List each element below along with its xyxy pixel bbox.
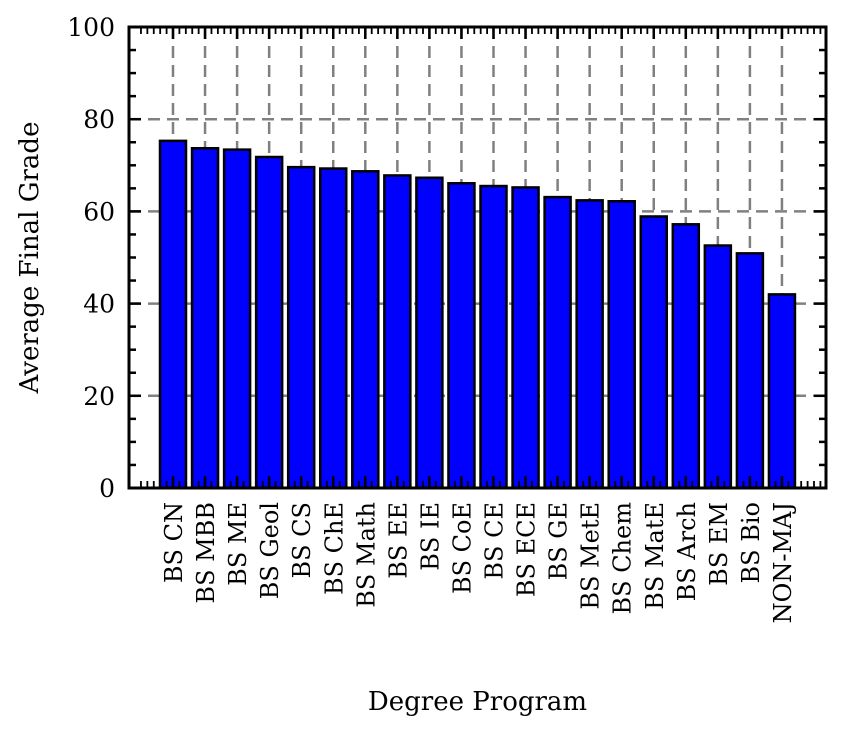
bar bbox=[254, 155, 284, 490]
x-tick-label: BS MBB bbox=[192, 502, 220, 604]
bar bbox=[447, 182, 476, 490]
bar bbox=[158, 139, 188, 490]
bar bbox=[511, 186, 540, 490]
bar bbox=[607, 200, 636, 490]
x-tick-label: BS CN bbox=[160, 502, 188, 583]
x-tick-label: BS CS bbox=[288, 502, 316, 579]
y-tick-labels: 0 20 40 60 80 100 bbox=[67, 13, 115, 503]
x-tick-label: BS Math bbox=[352, 502, 380, 608]
x-tick-label: BS EE bbox=[384, 502, 412, 579]
bars bbox=[158, 139, 797, 490]
bar bbox=[319, 167, 348, 490]
y-tick-label: 0 bbox=[99, 474, 115, 503]
bar bbox=[383, 174, 412, 490]
y-tick-label: 100 bbox=[67, 13, 115, 42]
x-tick-label: BS CoE bbox=[448, 502, 476, 594]
bar bbox=[351, 170, 380, 490]
x-tick-label: BS ECE bbox=[513, 502, 541, 597]
x-tick-label: BS MatE bbox=[641, 502, 669, 610]
y-axis-title: Average Final Grade bbox=[15, 122, 45, 395]
bar bbox=[767, 293, 797, 490]
bar bbox=[671, 223, 701, 490]
bar bbox=[222, 148, 252, 490]
bar bbox=[735, 252, 765, 490]
bar bbox=[479, 184, 508, 490]
x-tick-label: BS ChE bbox=[320, 502, 348, 595]
x-tick-label: BS Arch bbox=[673, 502, 701, 601]
x-tick-label: BS Chem bbox=[609, 502, 637, 615]
x-tick-label: BS ME bbox=[224, 502, 252, 586]
x-axis-title: Degree Program bbox=[368, 687, 587, 717]
y-tick-label: 40 bbox=[83, 290, 115, 319]
x-tick-label: BS CE bbox=[481, 502, 509, 580]
bar bbox=[703, 244, 733, 490]
x-tick-label: BS MetE bbox=[577, 502, 605, 610]
x-tick-label: NON-MAJ bbox=[769, 502, 797, 623]
x-tick-label: BS Geol bbox=[256, 502, 284, 599]
bar bbox=[575, 199, 604, 490]
plot-frame bbox=[127, 25, 828, 490]
bar bbox=[190, 146, 220, 490]
bar bbox=[286, 165, 316, 490]
bar bbox=[543, 195, 572, 490]
x-tick-label: BS IE bbox=[416, 502, 444, 571]
x-tick-label: BS GE bbox=[545, 502, 573, 580]
y-tick-label: 80 bbox=[83, 105, 115, 134]
x-tick-label: BS EM bbox=[705, 502, 733, 586]
bar bbox=[639, 215, 668, 490]
y-tick-label: 60 bbox=[83, 197, 115, 226]
bar bbox=[415, 176, 444, 490]
x-tick-labels: BS CN BS MBB BS ME BS Geol BS CS BS ChE BS Mat… bbox=[160, 502, 797, 624]
x-tick-label: BS Bio bbox=[737, 502, 765, 583]
y-tick-label: 20 bbox=[83, 382, 115, 411]
